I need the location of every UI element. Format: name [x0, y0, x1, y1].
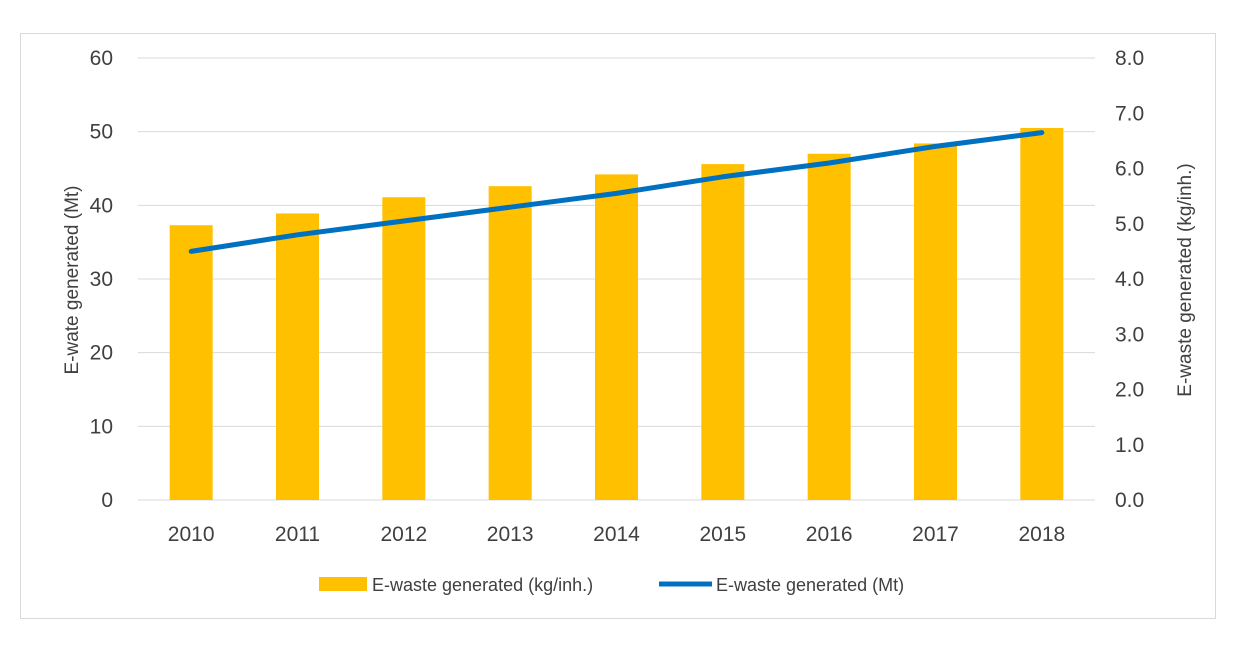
- left-axis-ticks: 0 10 20 30 40 50 60: [90, 47, 113, 512]
- right-tick-label: 0.0: [1115, 489, 1144, 512]
- legend-bar-swatch: [319, 577, 367, 591]
- bar: [382, 197, 426, 501]
- right-tick-label: 8.0: [1115, 47, 1144, 70]
- x-tick-label: 2015: [699, 523, 746, 546]
- left-tick-label: 10: [90, 415, 113, 438]
- x-tick-label: 2010: [168, 523, 215, 546]
- bar: [701, 164, 745, 500]
- left-tick-label: 60: [90, 47, 113, 70]
- left-tick-label: 30: [90, 268, 113, 291]
- line-series: [188, 130, 1045, 254]
- right-tick-label: 5.0: [1115, 213, 1144, 236]
- legend: E-waste generated (kg/inh.) E-waste gene…: [319, 575, 904, 595]
- left-tick-label: 50: [90, 121, 113, 144]
- right-tick-label: 2.0: [1115, 379, 1144, 402]
- bar: [169, 225, 213, 500]
- x-axis-ticks: 2010 2011 2012 2013 2014 2015 2016 2017 2018: [168, 523, 1065, 546]
- x-tick-label: 2011: [275, 523, 320, 546]
- x-tick-label: 2012: [380, 523, 427, 546]
- right-tick-label: 4.0: [1115, 268, 1144, 291]
- right-tick-label: 7.0: [1115, 102, 1144, 125]
- bar: [807, 153, 851, 500]
- bar-series: [169, 127, 1064, 501]
- left-tick-label: 0: [101, 489, 113, 512]
- left-axis-label: E-wate generated (Mt): [62, 185, 83, 374]
- bar: [595, 174, 638, 501]
- x-tick-label: 2013: [487, 523, 534, 546]
- series-line: [188, 130, 1045, 254]
- legend-bar-label: E-waste generated (kg/inh.): [372, 575, 593, 595]
- right-tick-label: 1.0: [1115, 434, 1144, 457]
- right-axis-label: E-waste generated (kg/inh.): [1175, 163, 1196, 396]
- bar: [276, 213, 319, 501]
- x-tick-label: 2017: [912, 523, 959, 546]
- right-axis-ticks: 0.0 1.0 2.0 3.0 4.0 5.0 6.0 7.0 8.0: [1115, 47, 1144, 512]
- bar: [488, 186, 532, 500]
- bar: [914, 143, 957, 500]
- legend-line-label: E-waste generated (Mt): [716, 575, 904, 595]
- right-tick-label: 3.0: [1115, 323, 1144, 346]
- left-tick-label: 40: [90, 194, 113, 217]
- x-tick-label: 2018: [1018, 523, 1065, 546]
- right-tick-label: 6.0: [1115, 158, 1144, 181]
- left-tick-label: 20: [90, 342, 113, 365]
- bar: [1020, 127, 1064, 500]
- x-tick-label: 2016: [806, 523, 853, 546]
- x-tick-label: 2014: [593, 523, 640, 546]
